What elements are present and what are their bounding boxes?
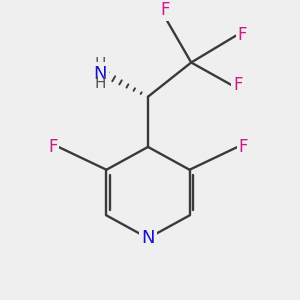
Text: F: F [160, 1, 170, 19]
Text: F: F [233, 76, 242, 94]
Text: N: N [141, 229, 155, 247]
Text: H: H [94, 56, 106, 71]
Text: H: H [94, 76, 106, 91]
Text: F: F [238, 138, 248, 156]
Text: F: F [238, 26, 247, 44]
Text: N: N [93, 64, 107, 82]
Text: F: F [48, 138, 57, 156]
